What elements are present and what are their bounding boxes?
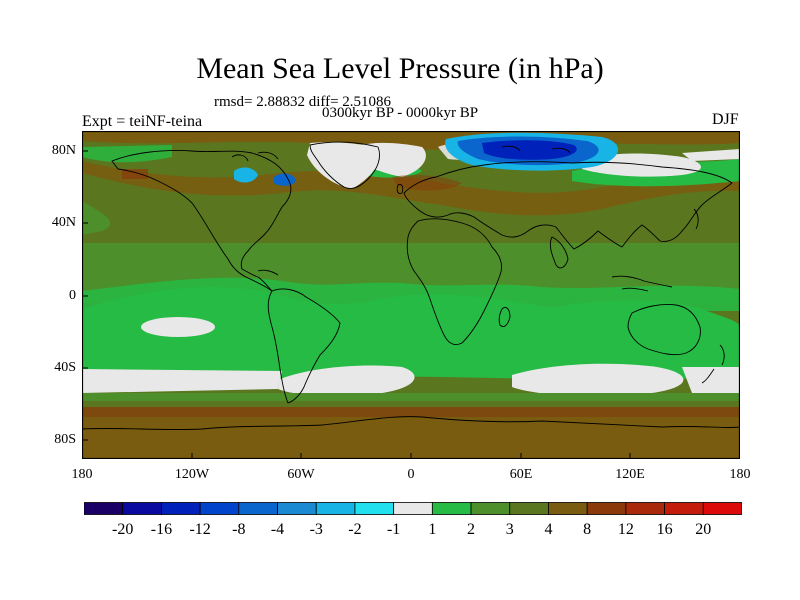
coast-antarctica — [82, 416, 740, 431]
colorbar-label: 3 — [505, 521, 514, 538]
field-white-nw — [682, 149, 740, 161]
coast-africa — [406, 218, 503, 346]
colorbar-box — [277, 502, 317, 515]
colorbar-label: 1 — [428, 521, 437, 538]
colorbar-box — [625, 502, 665, 515]
coast-arctic-islands — [231, 145, 571, 162]
field-blue-arctic-dark — [482, 140, 577, 160]
colorbar-label: 2 — [467, 521, 476, 538]
field-so-green — [82, 393, 740, 401]
colorbar-box — [238, 502, 278, 515]
lon-tick-label: 120W — [174, 467, 210, 482]
coast-greenland — [309, 141, 380, 190]
pressure-map — [82, 131, 740, 459]
colorbar-box — [354, 502, 395, 515]
field-nh-green1 — [82, 145, 172, 163]
colorbar-label: -16 — [150, 521, 173, 538]
colorbar-box — [509, 502, 549, 515]
colorbar-label: 8 — [583, 521, 592, 538]
lat-tick-label: 80S — [54, 432, 76, 447]
colorbar-box — [431, 502, 472, 515]
lon-tick-label: 60W — [287, 467, 315, 482]
field-white-eurasia — [344, 142, 426, 177]
field-so-brown1 — [82, 407, 740, 417]
colorbar-box — [315, 502, 356, 515]
colorbar-box — [84, 502, 124, 515]
field-antarctic-brown — [82, 417, 740, 459]
colorbar-label: -3 — [309, 521, 323, 538]
lon-tick-label: 60E — [509, 467, 533, 482]
coast-uk — [396, 184, 404, 194]
chart-title: Mean Sea Level Pressure (in hPa) — [196, 52, 604, 85]
coast-new-zealand — [701, 344, 725, 384]
field-so-olive — [82, 401, 740, 407]
coast-north-america — [111, 150, 292, 292]
field-white-satl — [278, 365, 415, 396]
lat-tick-label: 40S — [54, 360, 76, 375]
time-period: 0300kyr BP - 0000kyr BP — [322, 105, 479, 121]
colorbar-label: -2 — [348, 521, 362, 538]
coast-indonesia — [611, 275, 673, 292]
field-white-sind — [512, 363, 684, 396]
field-white-spac — [141, 317, 215, 337]
lon-tick-label: 120E — [615, 467, 645, 482]
coast-madagascar — [498, 306, 511, 328]
colorbar-label: -4 — [270, 521, 285, 538]
field-brown-europe — [392, 175, 462, 191]
colorbar-label: 12 — [617, 521, 634, 538]
colorbar-label: -20 — [112, 521, 134, 538]
colorbar-box — [470, 502, 511, 515]
colorbar-box — [664, 502, 704, 515]
coast-caribbean — [257, 269, 279, 276]
colorbar-box — [122, 502, 162, 515]
lat-tick-label: 80N — [51, 143, 76, 158]
field-white-so — [82, 369, 282, 393]
colorbar-label: -1 — [386, 521, 401, 538]
lon-tick-label: 180 — [729, 467, 751, 482]
colorbar-box — [393, 502, 433, 515]
rmsd-diff-stats: rmsd= 2.88832 diff= 2.51086 — [214, 94, 392, 110]
colorbar-label: 4 — [544, 521, 553, 538]
field-npac-green — [82, 201, 111, 235]
lat-tick-label: 40N — [51, 215, 76, 230]
colorbar-label: -12 — [189, 521, 211, 538]
field-blue-canada — [234, 167, 258, 183]
coast-australia — [627, 304, 701, 356]
colorbar-box — [161, 502, 201, 515]
season-label: DJF — [712, 111, 739, 128]
field-red-alaska — [122, 169, 148, 179]
field-blue-canada2 — [274, 173, 296, 186]
lon-tick-label: 0 — [407, 467, 415, 482]
colorbar — [84, 502, 742, 515]
colorbar-box — [702, 502, 742, 515]
coast-japan — [693, 208, 699, 230]
colorbar-label: 20 — [695, 521, 712, 538]
colorbar-box — [199, 502, 240, 515]
colorbar-label: -8 — [232, 521, 246, 538]
coast-south-america — [267, 288, 341, 404]
experiment-label: Expt = teiNF-teina — [82, 113, 203, 130]
colorbar-label: 16 — [656, 521, 673, 538]
coast-india — [549, 236, 569, 269]
coast-eurasia — [403, 161, 733, 250]
lon-tick-label: 180 — [71, 467, 93, 482]
colorbar-box — [548, 502, 588, 515]
lat-tick-label: 0 — [69, 288, 76, 303]
field-subtrop-green — [82, 277, 740, 311]
colorbar-box — [586, 502, 627, 515]
field-white-so2 — [682, 367, 740, 393]
